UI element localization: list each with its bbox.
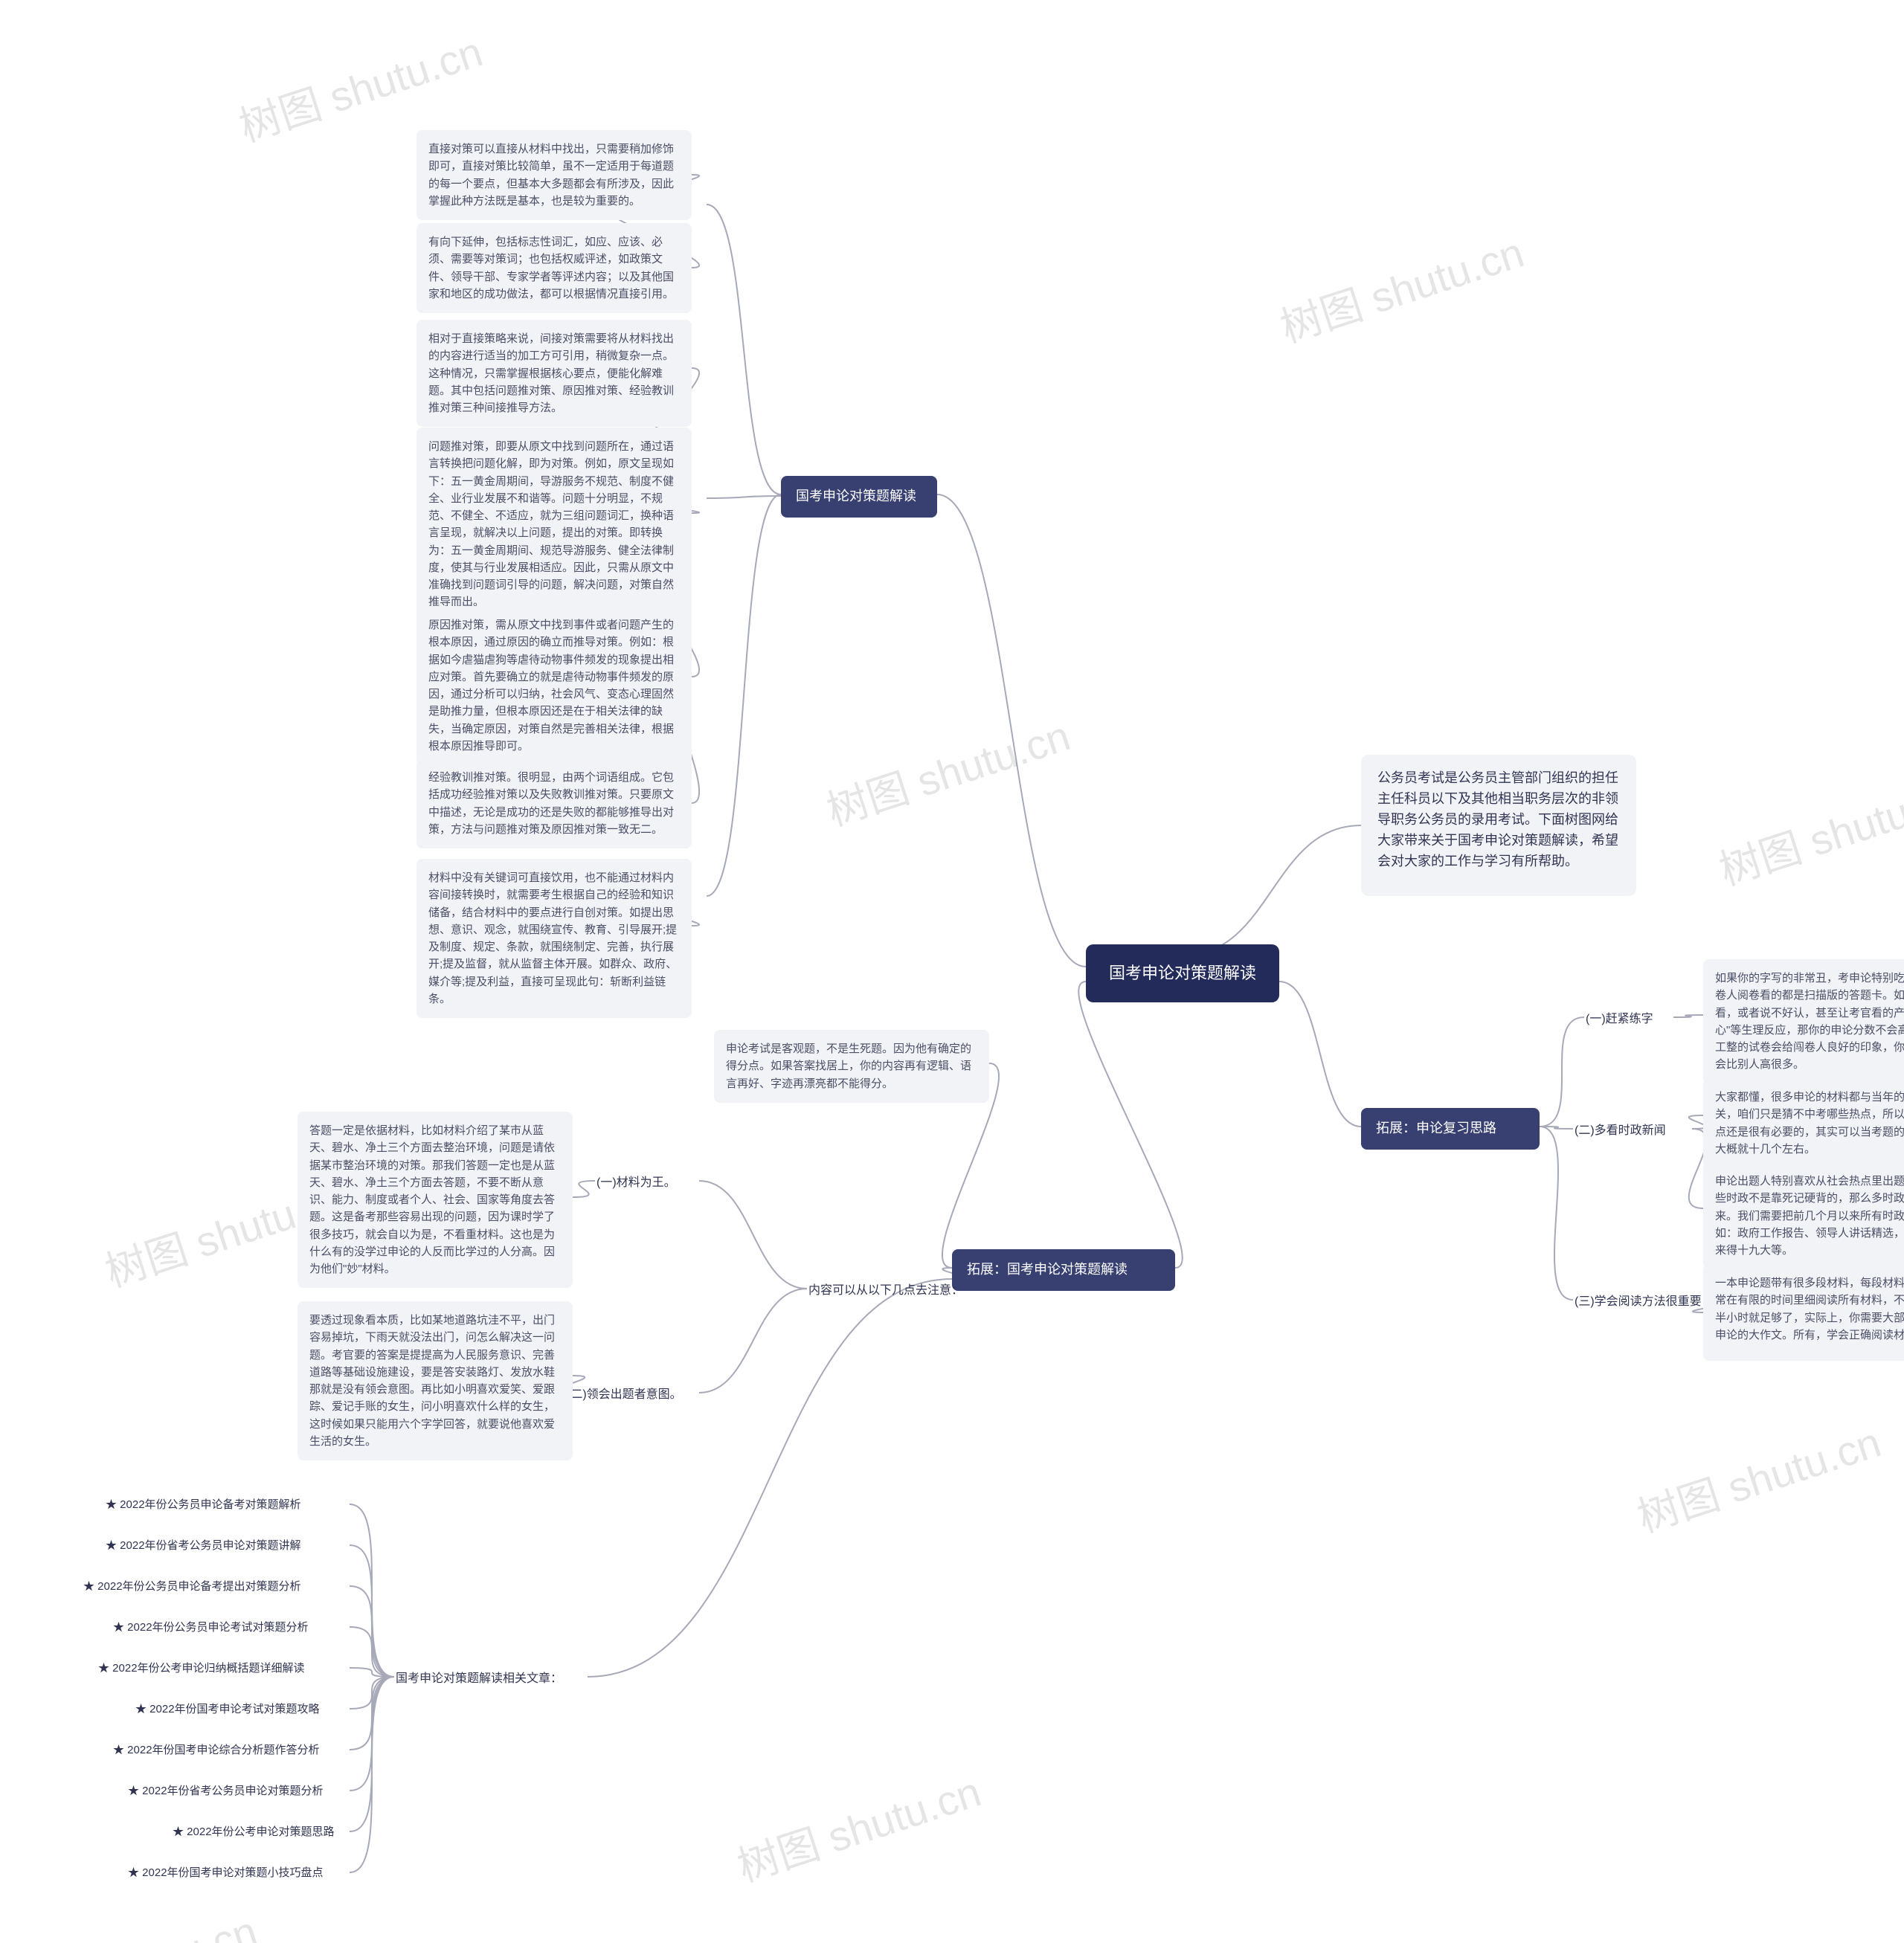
related-item-6: 2022年份国考申论综合分析题作答分析	[112, 1740, 379, 1760]
section1-leaf-1-0: 相对于直接策略来说，间接对策需要将从材料找出的内容进行适当的加工方可引用，稍微复…	[416, 320, 692, 427]
mindmap-canvas: 树图 shutu.cn 树图 shutu.cn 树图 shutu.cn 树图 shut…	[0, 0, 1904, 1943]
section3-title: 拓展：申论复习思路	[1361, 1108, 1540, 1150]
related-item-4: 2022年份公考申论归纳概括题详细解读	[97, 1658, 364, 1678]
section1-title: 国考申论对策题解读	[781, 476, 937, 518]
section3-leaf-1-1: 申论出题人特别喜欢从社会热点里出题，而搞定这些时政不是靠死记硬背的，那么多时政课…	[1703, 1162, 1904, 1269]
watermark: 树图 shutu.cn	[1711, 762, 1904, 898]
section2-branch-0: 申论考试是客观题，不是生死题。因为他有确定的得分点。如果答案找居上，你的内容再有…	[714, 1030, 989, 1103]
watermark: 树图 shutu.cn	[1629, 1409, 1888, 1544]
related-item-0: 2022年份公务员申论备考对策题解析	[104, 1495, 372, 1515]
related-item-1: 2022年份省考公务员申论对策题讲解	[104, 1536, 372, 1556]
related-item-2: 2022年份公务员申论备考提出对策题分析	[82, 1576, 350, 1596]
section3-sub-0: (一)赶紧练字	[1584, 1008, 1673, 1032]
center-node: 国考申论对策题解读	[1086, 944, 1279, 1002]
section3-leaf-0: 如果你的字写的非常丑，考申论特别吃亏。因为阅卷人阅卷看的都是扫描版的答题卡。如果…	[1703, 959, 1904, 1084]
intro-node: 公务员考试是公务员主管部门组织的担任主任科员以下及其他相当职务层次的非领导职务公…	[1361, 755, 1636, 896]
edge-layer	[0, 0, 1904, 1943]
watermark: 树图 shutu.cn	[729, 1759, 988, 1894]
section1-leaf-1-1: 问题推对策，即要从原文中找到问题所在，通过语言转换把问题化解，即为对策。例如，原…	[416, 428, 692, 622]
section3-sub-1: (二)多看时政新闻	[1573, 1119, 1692, 1144]
section2-sub-1: (二)领会出题者意图。	[565, 1383, 699, 1408]
section2-sub-0: (一)材料为王。	[595, 1171, 699, 1196]
watermark: 树图 shutu.cn	[818, 703, 1077, 838]
related-item-3: 2022年份公务员申论考试对策题分析	[112, 1617, 379, 1637]
section3-leaf-1-0: 大家都懂，很多申论的材料都与当年的时政热点有关，咱们只是猜不中考哪些热点，所以，…	[1703, 1078, 1904, 1168]
watermark: 树图 shutu.cn	[1272, 219, 1531, 355]
section3-leaf-2: 一本申论题带有很多段材料，每段材料都不短大家常在有限的时间里细阅读所有材料，不要…	[1703, 1264, 1904, 1361]
section2-leaf-0: 答题一定是依据材料，比如材料介绍了某市从蓝天、碧水、净土三个方面去整治环境，问题…	[298, 1112, 573, 1288]
section1-leaf-1-3: 经验教训推对策。很明显，由两个词语组成。它包括成功经验推对策以及失败教训推对策。…	[416, 758, 692, 848]
related-item-8: 2022年份公考申论对策题思路	[171, 1822, 439, 1842]
related-item-9: 2022年份国考申论对策题小技巧盘点	[126, 1863, 394, 1883]
related-item-7: 2022年份省考公务员申论对策题分析	[126, 1781, 394, 1801]
section1-leaf-2-0: 材料中没有关键词可直接饮用，也不能通过材料内容间接转换时，就需要考生根据自己的经…	[416, 859, 692, 1018]
section1-leaf-0-0: 直接对策可以直接从材料中找出，只需要稍加修饰即可，直接对策比较简单，虽不一定适用…	[416, 130, 692, 220]
section2-leaf-1: 要透过现象看本质，比如某地道路坑洼不平，出门容易掉坑，下雨天就没法出门，问怎么解…	[298, 1301, 573, 1460]
section1-leaf-0-1: 有向下延伸，包括标志性词汇，如应、应该、必须、需要等对策词；也包括权威评述，如政…	[416, 223, 692, 313]
related-title: 国考申论对策题解读相关文章：	[394, 1667, 588, 1692]
related-item-5: 2022年份国考申论考试对策题攻略	[134, 1699, 402, 1719]
watermark: 图 shutu.cn	[45, 1898, 263, 1943]
section2-branch-1-label: 内容可以从以下几点去注意：	[807, 1279, 993, 1304]
section1-leaf-1-2: 原因推对策，需从原文中找到事件或者问题产生的根本原因，通过原因的确立而推导对策。…	[416, 606, 692, 765]
